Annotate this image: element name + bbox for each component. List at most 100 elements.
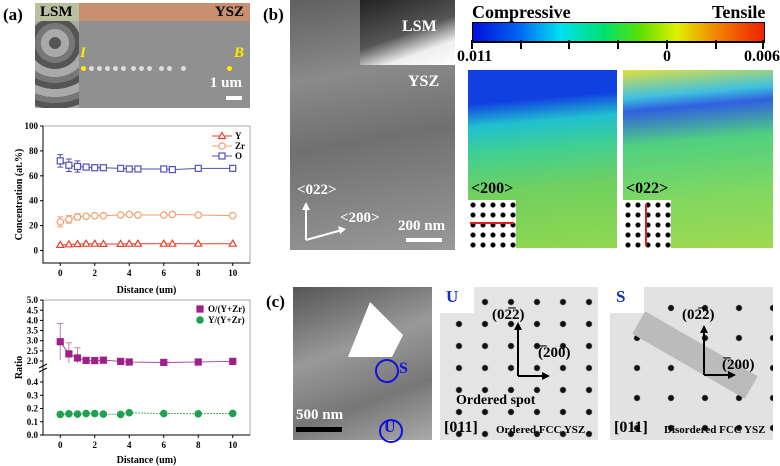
ysz-label: YSZ <box>408 73 440 90</box>
data-point <box>55 240 65 249</box>
x-tick-label: 10 <box>228 440 238 450</box>
measurement-point <box>131 66 136 71</box>
measurement-point <box>227 66 232 71</box>
axis-arrows-icon <box>302 202 346 241</box>
data-point <box>90 409 99 418</box>
measurement-point <box>147 66 152 71</box>
measurement-point <box>159 66 164 71</box>
data-point <box>194 410 203 418</box>
data-point <box>125 408 134 417</box>
data-point <box>72 239 83 248</box>
y-tick-label: 2.5 <box>27 346 39 356</box>
data-point <box>160 165 168 173</box>
y-tick-label: 3.0 <box>27 336 39 346</box>
data-point <box>194 358 202 366</box>
y-tick-label: 2.0 <box>27 356 39 366</box>
measurement-point <box>105 66 110 71</box>
data-point <box>134 211 142 219</box>
data-point <box>228 211 237 220</box>
data-point <box>228 239 238 247</box>
scale-label: 1 um <box>209 75 242 91</box>
legend-label: O/(Y+Zr) <box>208 304 245 314</box>
diffraction-inset <box>468 200 516 248</box>
data-point <box>125 165 133 173</box>
data-point <box>65 215 73 224</box>
data-point <box>56 218 65 226</box>
data-point <box>82 409 90 418</box>
legend-marker <box>196 316 204 324</box>
y-axis-label: Concentration (at.%) <box>14 149 25 241</box>
x-tick-label: 0 <box>58 440 63 450</box>
data-point <box>73 354 82 362</box>
measurement-point <box>89 66 94 71</box>
colorbar-tensile: Tensile <box>712 2 766 22</box>
strain-map-200: <200> <box>468 70 617 248</box>
data-point <box>116 239 126 248</box>
ordered-spot-label: Ordered spot <box>456 393 536 408</box>
y-tick-label: 0.1 <box>27 417 39 427</box>
data-point <box>99 164 107 172</box>
data-point <box>229 357 237 366</box>
data-point <box>160 358 168 367</box>
direction-200: <200> <box>340 210 380 226</box>
y-tick-label: 0.3 <box>27 390 39 400</box>
y-tick-label: 0.4 <box>27 377 39 387</box>
vector-arrows-icon <box>514 322 550 380</box>
y-tick-label: 5.0 <box>27 295 39 305</box>
strain-map-022: <022> <box>623 70 773 248</box>
spot-label-1: (02̅2) <box>492 307 525 323</box>
point-b: B <box>233 45 244 61</box>
data-point <box>56 338 64 346</box>
data-point <box>125 358 133 366</box>
tem-image-c: S U 500 nm <box>293 287 432 443</box>
data-point <box>168 165 176 174</box>
y-tick-label: 40 <box>29 196 39 206</box>
zone-axis: [011] <box>614 419 648 436</box>
axis-break-icon <box>38 363 48 373</box>
y-tick-label: 3.5 <box>27 326 39 336</box>
data-point <box>64 239 74 248</box>
colorbar-ticks <box>471 40 764 49</box>
map-label: <200> <box>471 180 514 197</box>
data-point <box>124 239 134 247</box>
caption: Disordered FCC YSZ <box>664 424 766 436</box>
x-axis-label: Distance (um) <box>117 455 177 466</box>
data-point <box>73 410 82 418</box>
data-point <box>159 211 168 219</box>
x-tick-label: 0 <box>58 268 63 278</box>
legend-marker <box>217 131 227 140</box>
data-point <box>117 164 125 172</box>
measurement-point <box>167 66 172 71</box>
data-point <box>98 239 108 248</box>
data-point <box>159 409 168 418</box>
data-point <box>229 164 237 172</box>
measurement-point <box>121 66 126 71</box>
data-point <box>90 239 100 247</box>
data-point <box>65 350 73 358</box>
lsm-label: LSM <box>40 4 73 20</box>
data-point <box>193 239 203 247</box>
y-tick-label: 4.0 <box>27 315 39 325</box>
data-point <box>168 210 177 219</box>
scale-label: 200 nm <box>398 218 446 234</box>
x-tick-label: 6 <box>162 268 167 278</box>
data-point <box>167 239 177 247</box>
x-tick-label: 4 <box>127 440 132 450</box>
spot-s-label: S <box>399 360 408 377</box>
y-tick-label: 4.5 <box>27 305 39 315</box>
spot-label-1: (02̅2) <box>682 307 715 323</box>
sad-pattern-disordered: S (02̅2) (̅200) [011] Disordered FCC YSZ <box>610 287 773 440</box>
colorbar-compressive: Compressive <box>472 2 571 22</box>
spot-label-2: (̅200) <box>538 345 571 361</box>
data-point <box>117 357 125 366</box>
data-point <box>81 239 91 247</box>
data-point <box>159 239 169 247</box>
legend-label: O <box>235 151 242 161</box>
data-point <box>116 410 125 419</box>
data-point <box>65 410 73 418</box>
data-point <box>125 210 134 219</box>
data-point <box>99 211 108 220</box>
map-label: <022> <box>626 180 669 197</box>
colorbar-tick-right: 0.006 <box>744 48 780 65</box>
